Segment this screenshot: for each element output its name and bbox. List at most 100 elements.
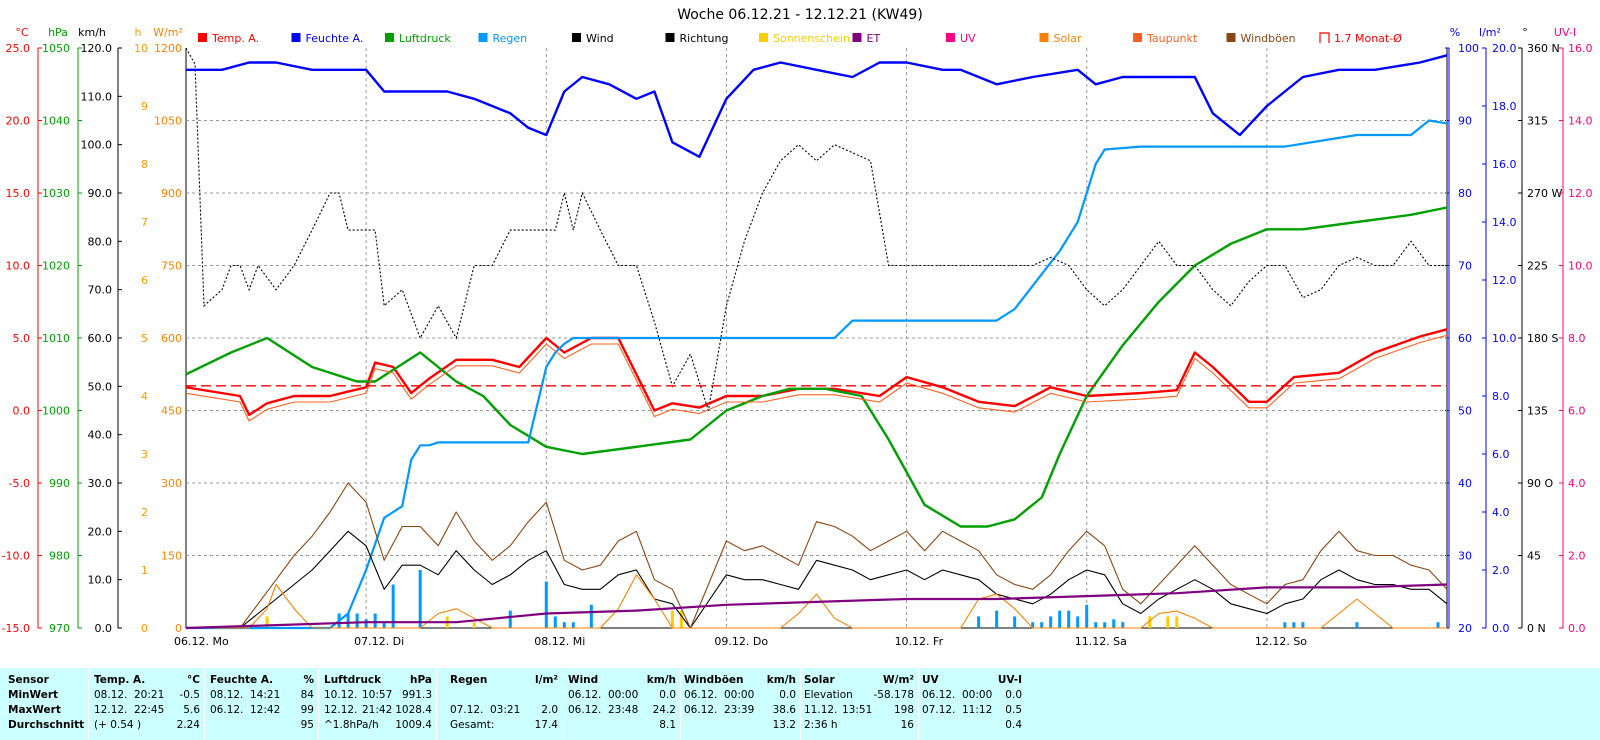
stats-temp-max-time: 22:45 <box>134 704 165 716</box>
rain-bar <box>508 610 512 628</box>
rain-tick-label: 6.0 <box>1492 448 1510 461</box>
sunshine-bar <box>1148 616 1152 628</box>
rain-bar <box>1040 622 1044 628</box>
stats-solar-max-date: 11.12. <box>804 704 838 716</box>
legend-label: Temp. A. <box>211 32 259 45</box>
humidity-tick-label: 60 <box>1458 332 1472 345</box>
stats-uv-avg: 0.4 <box>1005 719 1022 731</box>
pressure-tick-label: 970 <box>49 622 70 635</box>
wind-tick-label: 60.0 <box>88 332 113 345</box>
rain-tick-label: 20.0 <box>1492 42 1517 55</box>
x-axis-label: 07.12. Di <box>354 635 404 648</box>
stats-hum-avg: 95 <box>300 719 314 731</box>
temp-tick-label: 25.0 <box>6 42 31 55</box>
uv-tick-label: 2.0 <box>1568 550 1586 563</box>
stats-hum-head: Feuchte A. <box>210 674 274 686</box>
solar-tick-label: 0 <box>175 622 182 635</box>
temp-tick-label: 0.0 <box>13 405 31 418</box>
stats-press-min: 991.3 <box>401 689 432 701</box>
humidity-tick-label: 90 <box>1458 115 1472 128</box>
pressure-tick-label: 1020 <box>42 260 70 273</box>
humidity-tick-label: 20 <box>1458 622 1472 635</box>
temp-tick-label: 10.0 <box>6 260 31 273</box>
rain-tick-label: 2.0 <box>1492 564 1510 577</box>
stats-solar-unit: W/m² <box>883 674 914 686</box>
stats-press-unit: hPa <box>410 674 432 686</box>
humidity-tick-label: 30 <box>1458 550 1472 563</box>
rain-bar <box>1085 604 1089 628</box>
series-wind <box>186 530 1448 629</box>
legend-label: Feuchte A. <box>306 32 364 45</box>
stats-temp-avg-note: (+ 0.54 ) <box>94 719 142 731</box>
legend-swatch <box>1133 33 1142 42</box>
stats-row-label-sensor: Sensor <box>8 674 49 686</box>
legend-label: Luftdruck <box>399 32 451 45</box>
solar-tick-label: 1050 <box>154 115 182 128</box>
rain-unit-label: l/m² <box>1479 26 1501 39</box>
stats-gust-max-date: 06.12. <box>684 704 718 716</box>
stats-hum-min: 84 <box>300 689 314 701</box>
rain-tick-label: 8.0 <box>1492 390 1510 403</box>
legend-swatch <box>759 33 768 42</box>
stats-gust-max: 38.6 <box>772 704 796 716</box>
stats-hum-max: 99 <box>300 704 314 716</box>
legend-label: ET <box>867 32 881 45</box>
stats-temp-min: -0.5 <box>179 689 201 701</box>
wind-tick-label: 0.0 <box>95 622 113 635</box>
rain-bar <box>418 570 422 628</box>
stats-solar-avg-note: 2:36 h <box>804 719 838 731</box>
solar-tick-label: 150 <box>161 550 182 563</box>
wind-unit-label: km/h <box>78 26 106 39</box>
stats-solar-max: 198 <box>893 704 914 716</box>
legend-swatch <box>385 33 394 42</box>
pressure-tick-label: 980 <box>49 550 70 563</box>
rain-bar <box>1076 616 1080 628</box>
rain-bar <box>1067 610 1071 628</box>
stats-row-label-min: MinWert <box>8 689 59 701</box>
pressure-tick-label: 1000 <box>42 405 70 418</box>
temp-tick-label: -5.0 <box>9 477 30 490</box>
legend-label: 1.7 Monat-Ø <box>1334 32 1402 45</box>
stats-gust-min-time: 00:00 <box>724 689 755 701</box>
humidity-tick-label: 80 <box>1458 187 1472 200</box>
legend-label: Sonnenschein <box>773 32 850 45</box>
wind-tick-label: 10.0 <box>88 574 113 587</box>
wind-tick-label: 120.0 <box>81 42 113 55</box>
rain-bar <box>1103 622 1107 628</box>
rain-bar <box>1049 616 1053 628</box>
pressure-tick-label: 1010 <box>42 332 70 345</box>
sunshine-unit-label: h <box>135 26 142 39</box>
legend-swatch <box>1319 32 1330 43</box>
wind-tick-label: 70.0 <box>88 284 113 297</box>
x-axis-labels: 06.12. Mo 07.12. Di 08.12. Mi 09.12. Do 10.1… <box>174 635 1307 648</box>
temp-tick-label: 5.0 <box>13 332 31 345</box>
rain-bar <box>1283 622 1287 628</box>
wind-tick-label: 30.0 <box>88 477 113 490</box>
x-axis-label: 09.12. Do <box>714 635 768 648</box>
legend-label: Windböen <box>1241 32 1296 45</box>
rain-tick-label: 18.0 <box>1492 100 1517 113</box>
stats-temp-unit: °C <box>187 674 200 686</box>
stats-gust-max-time: 23:39 <box>724 704 755 716</box>
rain-bar <box>1436 622 1440 628</box>
stats-temp-min-date: 08.12. <box>94 689 128 701</box>
solar-tick-label: 900 <box>161 187 182 200</box>
direction-tick-label: 270 W <box>1527 187 1562 200</box>
stats-rain-max: 2.0 <box>541 704 558 716</box>
stats-wind-unit: km/h <box>646 674 676 686</box>
rain-bar <box>1112 619 1116 628</box>
stats-temp-head: Temp. A. <box>94 674 146 686</box>
solar-unit-label: W/m² <box>153 26 183 39</box>
direction-tick-label: 225 <box>1527 260 1548 273</box>
rain-bar <box>977 616 981 628</box>
rain-bar <box>553 616 557 628</box>
stats-press-max-date: 12.12. <box>324 704 358 716</box>
series-richtung <box>185 47 1447 411</box>
x-axis-label: 06.12. Mo <box>174 635 229 648</box>
humidity-tick-label: 40 <box>1458 477 1472 490</box>
uv-tick-label: 10.0 <box>1568 260 1593 273</box>
solar-tick-label: 450 <box>161 405 182 418</box>
stats-gust-min-date: 06.12. <box>684 689 718 701</box>
direction-tick-label: 360 N <box>1527 42 1560 55</box>
x-axis-label: 11.12. Sa <box>1075 635 1127 648</box>
